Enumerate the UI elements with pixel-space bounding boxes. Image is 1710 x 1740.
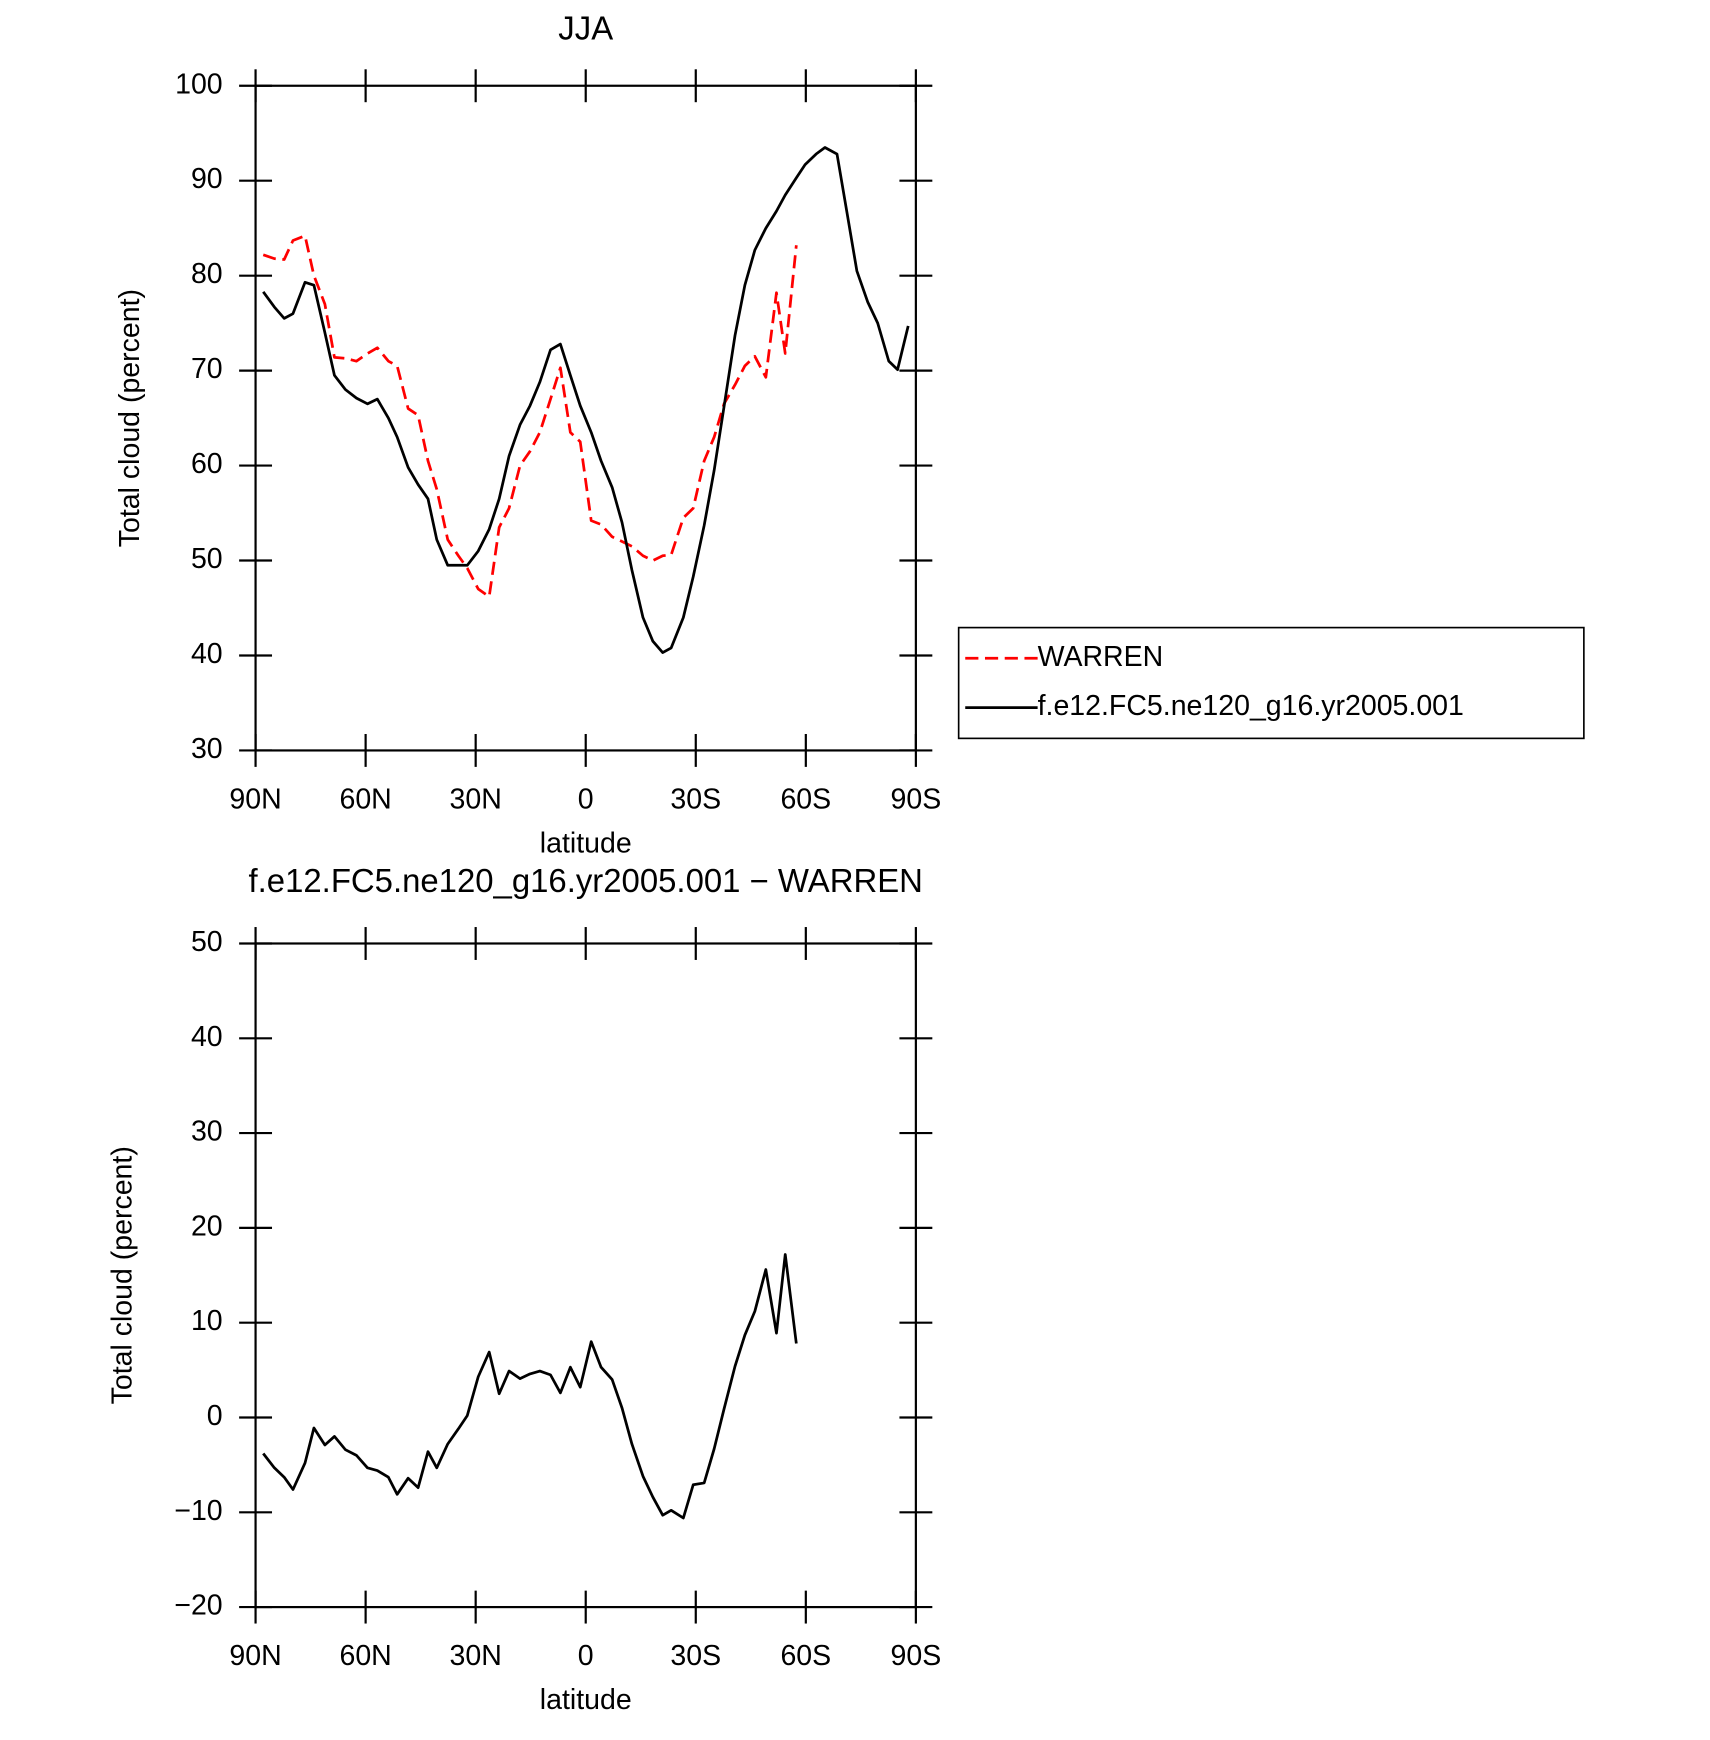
x-tick-label: 90S [891,1640,942,1672]
x-tick-label: 0 [578,783,594,815]
x-tick-label: 60N [339,783,391,815]
x-tick-label: 0 [578,1640,594,1672]
x-tick-label: 30N [450,1640,502,1672]
x-tick-label: 90S [891,783,942,815]
y-tick-label: 30 [191,733,223,765]
y-tick-label: −10 [174,1495,222,1527]
chart-title: JJA [558,10,613,47]
y-tick-label: 40 [191,638,223,670]
y-tick-label: 70 [191,353,223,385]
series-line [262,1253,798,1520]
y-tick-label: 80 [191,258,223,290]
legend-label: f.e12.FC5.ne120_g16.yr2005.001 [1038,690,1464,722]
y-tick-label: 0 [207,1400,223,1432]
legend-box [957,626,1585,740]
x-tick-label: 90N [229,1640,281,1672]
plot-frame [254,942,917,1609]
x-tick-label: 30N [450,783,502,815]
x-axis-label: latitude [540,827,632,859]
y-axis-label: Total cloud (percent) [114,289,146,547]
x-tick-label: 60N [339,1640,391,1672]
y-tick-label: 50 [191,926,223,958]
legend-label: WARREN [1038,641,1164,673]
series-line [262,146,910,654]
x-tick-label: 30S [670,1640,721,1672]
y-tick-label: −20 [174,1590,222,1622]
x-tick-label: 30S [670,783,721,815]
y-tick-label: 90 [191,163,223,195]
y-tick-label: 60 [191,448,223,480]
x-tick-label: 60S [780,1640,831,1672]
y-tick-label: 10 [191,1305,223,1337]
y-tick-label: 20 [191,1210,223,1242]
series-line [262,234,798,599]
y-tick-label: 100 [175,68,223,100]
y-tick-label: 50 [191,543,223,575]
chart-title: f.e12.FC5.ne120_g16.yr2005.001 − WARREN [249,862,923,899]
x-tick-label: 90N [229,783,281,815]
y-axis-label: Total cloud (percent) [106,1146,138,1404]
x-tick-label: 60S [780,783,831,815]
x-axis-label: latitude [540,1684,632,1716]
y-tick-label: 30 [191,1116,223,1148]
y-tick-label: 40 [191,1021,223,1053]
